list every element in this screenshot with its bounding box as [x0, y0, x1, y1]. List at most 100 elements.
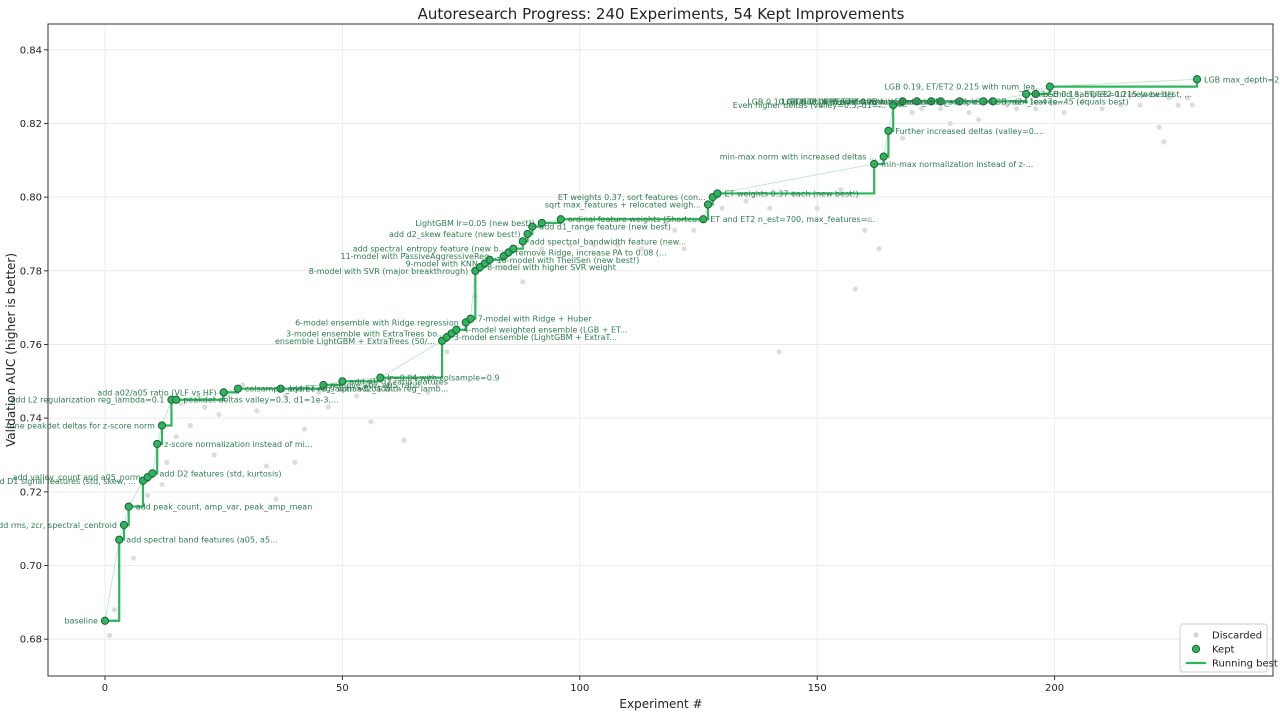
kept-point	[988, 97, 997, 106]
kept-annotation: add d2_skew feature (new best!)	[389, 230, 521, 239]
discarded-point	[520, 279, 526, 285]
kept-point	[528, 222, 537, 231]
kept-annotation: 8-model with SVR (major breakthrough)	[309, 267, 469, 276]
discarded-point	[254, 408, 260, 414]
kept-annotation: LGB 0.11, ET/ET2 0.295 with num...	[782, 97, 924, 106]
kept-point	[276, 384, 285, 393]
discarded-point	[567, 242, 573, 248]
kept-annotation: z-score normalization instead of mi...	[164, 440, 312, 449]
kept-point	[153, 439, 162, 449]
discarded-point	[316, 389, 322, 395]
kept-point	[466, 314, 475, 323]
discarded-point	[539, 246, 545, 252]
kept-annotation: Further increased deltas (valley=0....	[895, 127, 1044, 136]
discarded-point	[178, 400, 184, 407]
discarded-point	[691, 227, 697, 233]
discarded-point	[866, 216, 873, 222]
kept-annotation: LGB 0.14 ET/ET2 0.28 num_leaves=50...	[791, 97, 953, 106]
plot-frame	[47, 23, 1274, 677]
kept-annotation: min_child_samples=10 (new best!)	[1033, 90, 1174, 99]
y-tick-label: 0.84	[20, 45, 42, 56]
kept-point	[889, 100, 898, 110]
discarded-point	[767, 205, 773, 211]
discarded-point	[354, 393, 360, 399]
y-axis-ticks: 0.68 0.70 0.72 0.74 0.76 0.78 0.80 0.82 0.84	[20, 45, 48, 646]
kept-annotation: lr=0.04 with colsample=0.9	[387, 374, 499, 383]
chart-title: Autoresearch Progress: 240 Experiments, …	[418, 5, 905, 23]
kept-annotation: Even higher deltas (valley=0.5, d1=...	[733, 101, 886, 110]
y-tick-label: 0.70	[20, 561, 42, 572]
y-tick-label: 0.74	[20, 414, 42, 425]
kept-annotation: 9-model with KNN	[406, 259, 478, 268]
discarded-point	[1099, 106, 1105, 112]
discarded-point	[1061, 109, 1067, 116]
kept-point	[319, 380, 328, 390]
kept-annotation: peakdet deltas valley=0.3, d1=1e-3,...	[183, 396, 338, 405]
discarded-point	[282, 393, 289, 399]
kept-annotation: 3-model ensemble with ExtraTrees bo...	[286, 329, 445, 338]
kept-annotation: LightGBM lr=0.05 (new best!)	[415, 219, 535, 228]
kept-point	[124, 502, 133, 511]
kept-annotation: add L2 regularization reg_lambda=0.1	[10, 396, 164, 405]
discarded-point	[1080, 98, 1086, 104]
discarded-point	[501, 264, 507, 270]
kept-point	[1045, 82, 1054, 91]
discarded-point	[145, 492, 151, 499]
kept-point	[713, 189, 722, 198]
kept-annotation: add D1 signal features (std, skew, ...	[0, 477, 136, 486]
discarded-point	[852, 286, 858, 292]
legend-label: Running best	[1212, 659, 1278, 670]
discarded-point	[444, 349, 450, 355]
kept-annotation: 3-model ensemble (LightGBM + ExtraT...	[454, 333, 617, 342]
kept-point	[879, 152, 888, 161]
discarded-point	[1165, 95, 1172, 101]
kept-annotation: remove Ridge, increase PA to 0.08 (...	[516, 248, 667, 257]
discarded-point	[130, 555, 137, 561]
kept-annotation: min-max normalization instead of z-...	[881, 160, 1033, 169]
kept-annotation: ensemble LightGBM + ExtraTrees (50/...	[275, 337, 435, 346]
kept-annotation: add d1_d2 ratio features	[349, 377, 448, 386]
kept-point	[1031, 89, 1040, 99]
kept-point	[233, 384, 243, 393]
discarded-point	[743, 198, 749, 204]
discarded-point	[425, 389, 431, 395]
kept-annotation: add spectral band features (a05, a5...	[126, 536, 277, 545]
discarded-point	[919, 106, 925, 112]
discarded-point	[434, 382, 440, 388]
kept-annotation: sqrt max_features + relocated weigh...	[545, 200, 701, 209]
kept-annotation: LGB 0.10, ET/ET2 0.31 with num_le...	[747, 97, 895, 106]
discarded-point	[719, 205, 725, 211]
discarded-point	[273, 496, 279, 502]
discarded-point	[164, 459, 170, 465]
discarded-point	[1184, 95, 1191, 101]
kept-annotation: add ET reg_alpha=0.01 with reg_lamb...	[288, 385, 449, 394]
discarded-point	[976, 117, 982, 123]
kept-annotation: valley=0.8, d1=1e-3, d2=1e-4 (e...	[924, 97, 1065, 106]
kept-point	[537, 218, 546, 228]
discarded-point	[966, 109, 972, 116]
kept-annotation: 8-model with higher SVR weight	[487, 263, 616, 272]
kept-point	[338, 377, 347, 386]
kept-points	[100, 75, 1202, 625]
kept-annotation: LGB num_leaves=50 with min_child...	[782, 97, 933, 106]
kept-annotation: 7-model with Ridge + Huber	[478, 315, 593, 324]
x-axis-label: Experiment #	[619, 697, 702, 711]
discarded-point	[838, 187, 844, 193]
discarded-point	[776, 349, 782, 355]
y-tick-label: 0.80	[20, 193, 42, 204]
discarded-point	[938, 106, 944, 112]
kept-annotation: baseline	[64, 617, 98, 626]
discarded-point	[401, 437, 407, 443]
kept-point	[518, 237, 527, 246]
kept-point	[556, 215, 565, 224]
kept-annotation: tune peakdet deltas for z-score norm	[6, 422, 155, 431]
kept-point	[452, 325, 461, 334]
discarded-point	[1137, 102, 1143, 108]
kept-annotation: ET weights 0.37 each (new best!)	[724, 189, 858, 198]
x-tick-label: 0	[102, 683, 108, 694]
kept-annotation: min-max norm with increased deltas ...	[720, 153, 877, 162]
kept-annotation: colsample_bytree=0.9 with a02_a05...	[245, 385, 399, 394]
kept-point	[523, 229, 532, 239]
discarded-point	[900, 135, 906, 141]
